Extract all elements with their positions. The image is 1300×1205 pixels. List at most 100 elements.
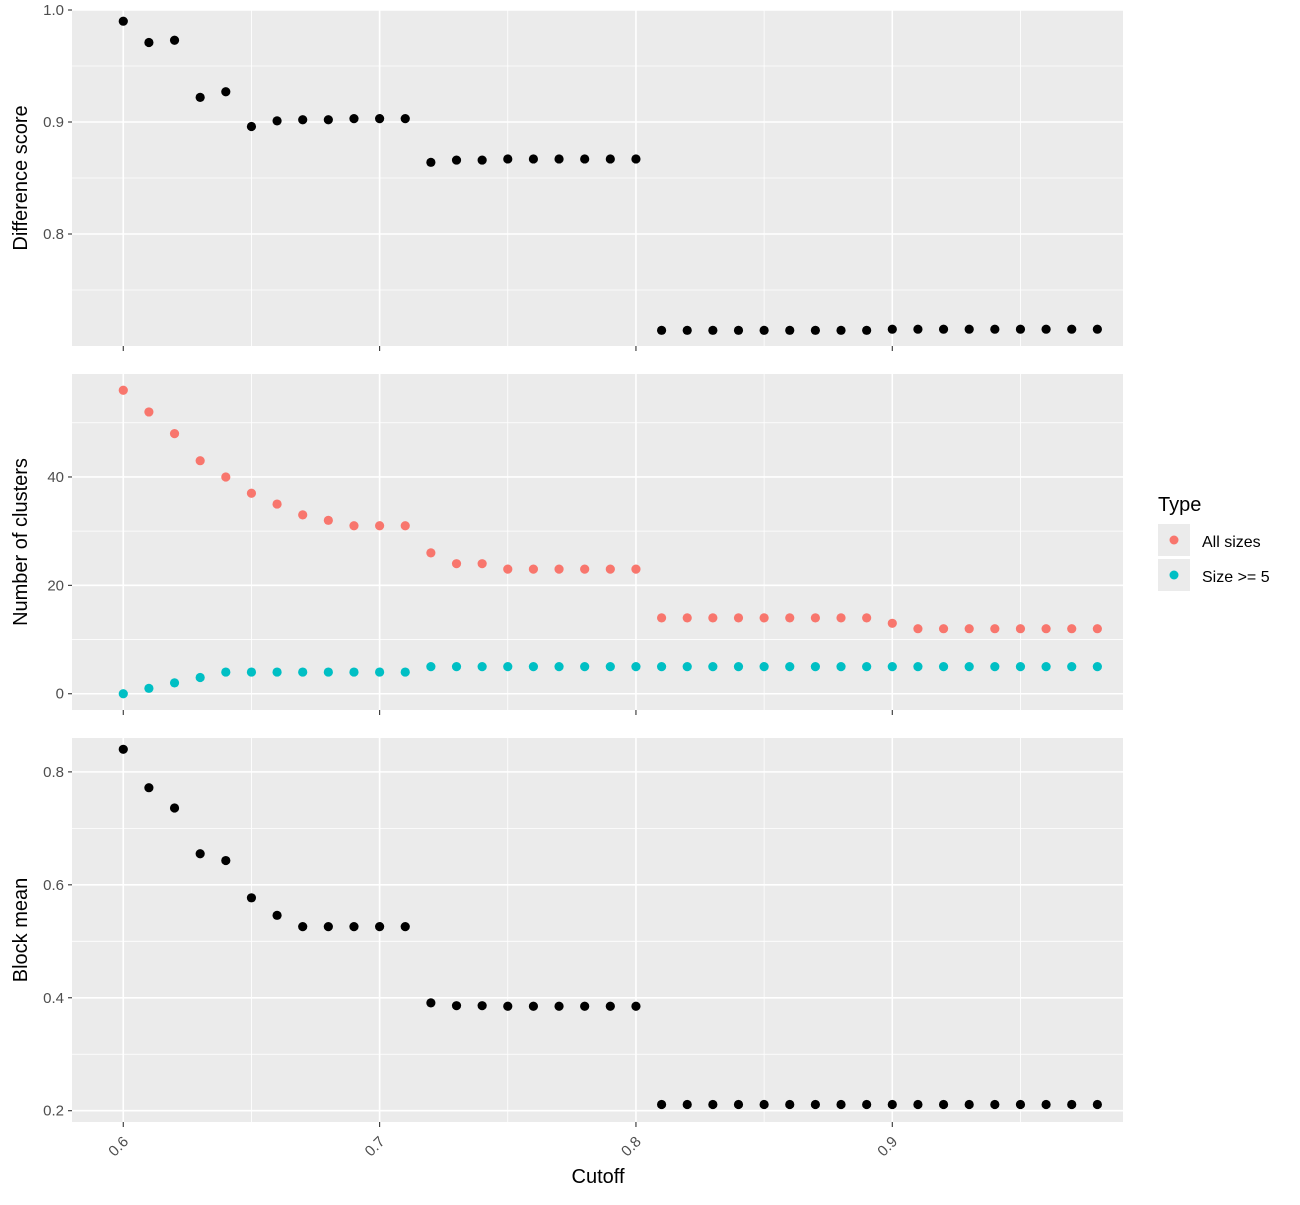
data-point	[1041, 1099, 1051, 1110]
data-point	[195, 849, 205, 859]
data-point	[836, 662, 846, 672]
data-point	[426, 998, 436, 1008]
data-point	[528, 564, 539, 574]
data-point	[631, 662, 641, 672]
legend-label-size-ge-5: Size >= 5	[1202, 569, 1270, 586]
data-point	[913, 324, 923, 334]
data-point	[1015, 662, 1026, 672]
data-point	[323, 515, 333, 525]
data-point	[887, 324, 897, 334]
data-point	[682, 613, 692, 623]
data-point	[118, 689, 128, 699]
data-point	[554, 154, 564, 164]
data-point	[631, 154, 641, 164]
data-point	[785, 1099, 795, 1110]
data-point	[323, 922, 333, 932]
data-point	[503, 1001, 513, 1011]
data-point	[195, 456, 205, 466]
data-point	[298, 510, 308, 520]
data-point	[938, 624, 949, 634]
data-point	[964, 662, 974, 672]
legend-marker-all-sizes	[1169, 535, 1179, 545]
panel-background	[72, 738, 1123, 1122]
panel-difference-score: 0.8 0.9 1.0 Difference score	[10, 2, 1123, 351]
data-point	[1067, 1099, 1077, 1110]
data-point	[400, 667, 410, 677]
data-point	[375, 667, 385, 677]
data-point	[349, 922, 359, 932]
data-point	[810, 662, 820, 672]
data-point	[759, 325, 769, 335]
data-point	[733, 613, 744, 623]
data-point	[272, 499, 282, 509]
data-point	[990, 662, 1000, 672]
data-point	[656, 325, 667, 335]
data-point	[144, 407, 154, 417]
x-tick-label: 0.8	[618, 1133, 645, 1160]
series-number-of-clusters-1	[118, 662, 1102, 699]
data-point	[862, 613, 872, 623]
data-point	[426, 157, 436, 167]
data-point	[1067, 662, 1077, 672]
data-point	[580, 662, 590, 672]
data-point	[605, 662, 615, 672]
data-point	[1041, 624, 1051, 634]
data-point	[144, 783, 154, 793]
data-point	[477, 155, 487, 165]
data-point	[169, 803, 180, 813]
panel-block-mean: 0.2 0.4 0.6 0.8 Block mean 0.6 0.7 0.8 0.9	[10, 738, 1123, 1160]
data-point	[862, 325, 872, 335]
data-point	[375, 521, 385, 531]
data-point	[964, 1099, 974, 1110]
data-point	[221, 472, 231, 482]
data-point	[605, 154, 615, 164]
data-point	[246, 121, 257, 132]
data-point	[246, 488, 257, 498]
data-point	[862, 662, 872, 672]
data-point	[477, 662, 487, 672]
data-point	[503, 564, 513, 574]
data-point	[1067, 324, 1077, 334]
data-point	[887, 618, 897, 628]
data-point	[913, 662, 923, 672]
data-point	[349, 114, 359, 124]
data-point	[913, 1099, 923, 1110]
y-axis-label-number-of-clusters: Number of clusters	[10, 458, 32, 626]
x-tick-label: 0.6	[105, 1133, 132, 1160]
x-tick-label: 0.7	[362, 1133, 389, 1160]
data-point	[605, 564, 615, 574]
y-tick-label: 0	[56, 686, 64, 703]
y-tick-label: 1.0	[43, 2, 64, 19]
data-point	[836, 1099, 846, 1110]
data-point	[733, 662, 744, 672]
data-point	[400, 114, 410, 124]
data-point	[503, 154, 513, 164]
data-point	[656, 613, 667, 623]
y-tick-label: 0.4	[43, 990, 64, 1007]
data-point	[1092, 324, 1102, 334]
data-point	[733, 1099, 744, 1110]
y-tick-label: 0.9	[43, 114, 64, 131]
data-point	[708, 613, 718, 623]
data-point	[1092, 624, 1102, 634]
data-point	[1015, 1099, 1026, 1110]
data-point	[631, 1001, 641, 1011]
data-point	[554, 564, 564, 574]
data-point	[195, 672, 205, 683]
data-point	[785, 325, 795, 335]
data-point	[451, 1001, 462, 1011]
data-point	[759, 613, 769, 623]
data-point	[1067, 624, 1077, 634]
data-point	[1092, 1099, 1102, 1110]
data-point	[298, 922, 308, 932]
data-point	[169, 678, 180, 688]
data-point	[426, 548, 436, 558]
data-point	[554, 662, 564, 672]
data-point	[554, 1001, 564, 1011]
data-point	[708, 1099, 718, 1110]
data-point	[708, 325, 718, 335]
data-point	[836, 325, 846, 335]
data-point	[682, 325, 692, 335]
data-point	[246, 893, 257, 903]
